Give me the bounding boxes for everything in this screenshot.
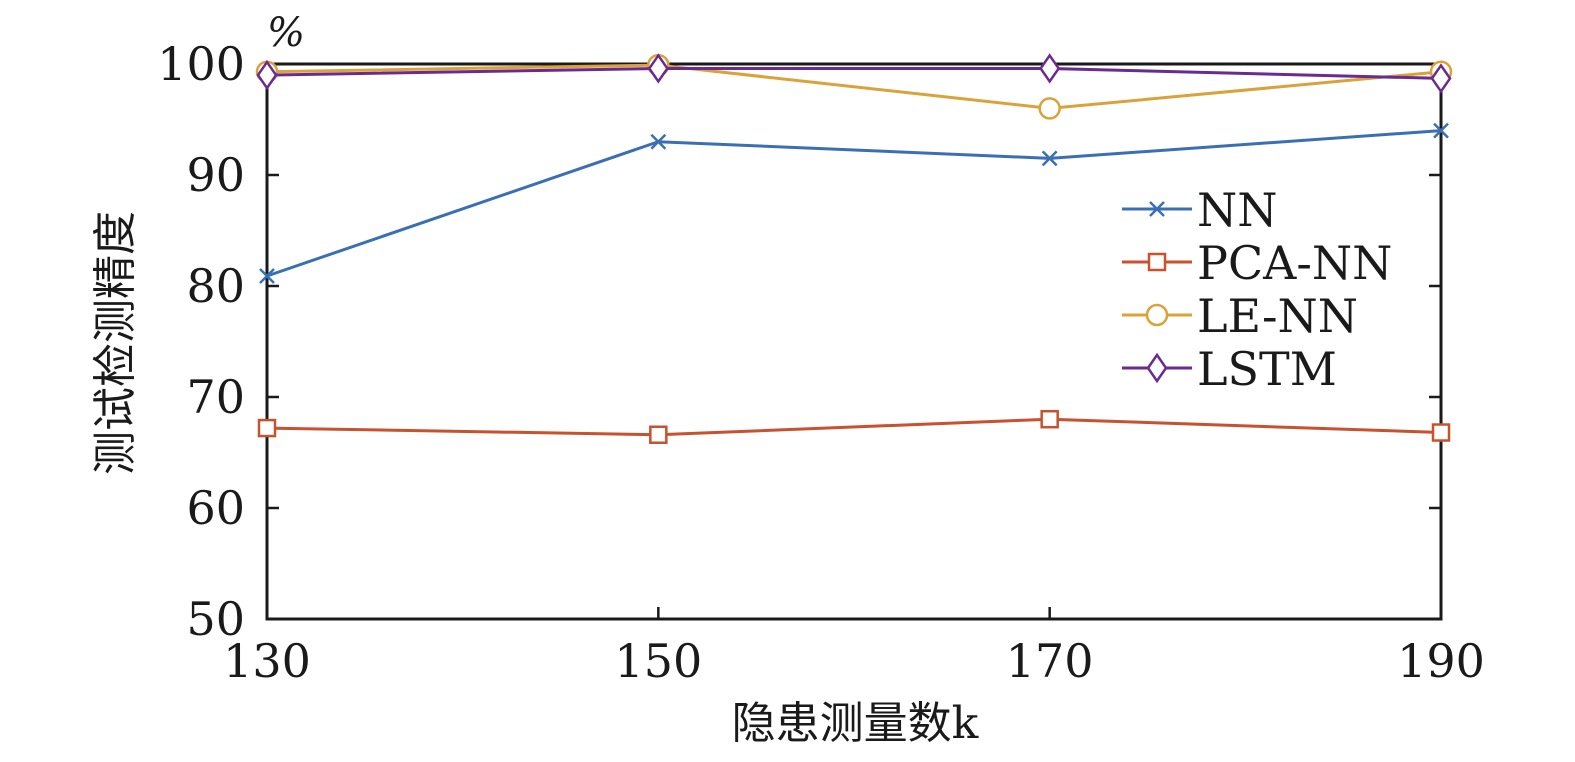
y-tick-label: 100 (157, 37, 245, 91)
data-point (1431, 423, 1451, 442)
legend-label: NN (1197, 183, 1278, 237)
x-tick-label: 150 (614, 634, 702, 688)
legend-item: LSTM (1122, 342, 1337, 396)
legend-label: LE-NN (1197, 289, 1358, 343)
data-point (1041, 150, 1058, 167)
data-point (257, 418, 277, 438)
legend-label: LSTM (1197, 342, 1337, 396)
y-axis-title: 测试检测精度 (90, 211, 141, 475)
y-tick-label: 90 (186, 148, 245, 202)
x-tick-label: 130 (223, 634, 311, 688)
legend-label: PCA-NN (1197, 236, 1392, 290)
series-line (266, 417, 1442, 437)
legend-item: NN (1122, 183, 1278, 237)
y-tick-label: 70 (186, 370, 245, 424)
series-line (266, 66, 1442, 80)
series-nn (259, 122, 1449, 284)
data-point (259, 268, 275, 284)
legend-marker (1149, 201, 1165, 217)
data-point (1038, 97, 1061, 120)
data-point (649, 425, 668, 444)
data-point (1040, 409, 1059, 429)
data-point (1433, 122, 1449, 139)
series-lstm (256, 53, 1452, 94)
plot-frame (265, 62, 1443, 621)
x-tick-label: 190 (1397, 634, 1485, 688)
legend-item: LE-NN (1122, 289, 1358, 343)
legend-marker (1145, 303, 1169, 327)
data-point (1430, 63, 1452, 94)
legend-marker (1146, 352, 1168, 384)
data-point (256, 59, 278, 91)
tick-labels: 50 60 70 80 90 100 130 150 170 190 (157, 37, 1485, 688)
series-pca-nn (257, 409, 1451, 444)
series-layer (255, 53, 1453, 444)
y-unit-label: % (267, 10, 305, 56)
data-point (647, 53, 669, 84)
legend-item: PCA-NN (1122, 236, 1392, 290)
y-tick-label: 60 (186, 481, 245, 535)
legend-marker (1147, 252, 1167, 272)
x-axis-title: 隐患测量数k (732, 698, 979, 749)
plot-border (265, 62, 1443, 621)
data-point (650, 133, 667, 150)
x-tick-label: 170 (1006, 634, 1094, 688)
y-tick-label: 80 (186, 259, 245, 313)
series-line (266, 63, 1442, 110)
data-point (1039, 53, 1061, 84)
y-tick-label: 50 (186, 592, 245, 646)
series-line (266, 129, 1442, 278)
